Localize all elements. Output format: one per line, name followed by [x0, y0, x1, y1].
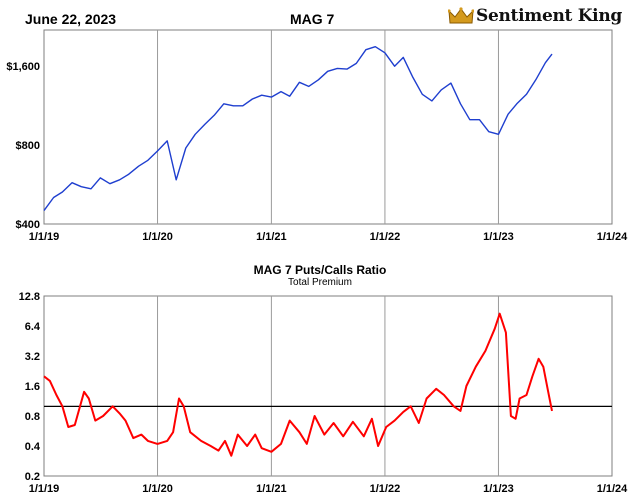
x-tick-label: 1/1/23	[483, 231, 514, 243]
y-tick-label: $800	[16, 140, 40, 152]
x-tick-label: 1/1/22	[370, 483, 401, 495]
ratio-chart-subtitle: Total Premium	[288, 277, 352, 288]
y-tick-label: 6.4	[25, 321, 41, 333]
y-tick-label: 0.8	[25, 411, 40, 423]
x-tick-label: 1/1/20	[142, 231, 173, 243]
chart-date: June 22, 2023	[25, 11, 117, 27]
price-chart-title: MAG 7	[290, 11, 335, 27]
brand-name: Sentiment King	[476, 6, 622, 26]
series-line	[43, 46, 553, 212]
x-tick-label: 1/1/21	[256, 483, 287, 495]
price-chart: 1/1/19 1/1/20 1/1/21 1/1/22 1/1/23 1/1/24 $400…	[6, 29, 628, 243]
crown-icon	[448, 7, 474, 24]
ratio-chart-title: MAG 7 Puts/Calls Ratio	[253, 263, 387, 277]
x-tick-label: 1/1/24	[597, 483, 628, 495]
y-tick-label: 3.2	[25, 351, 40, 363]
x-tick-label: 1/1/19	[29, 483, 60, 495]
y-tick-label: 1.6	[25, 381, 40, 393]
y-tick-label: $400	[16, 219, 40, 231]
x-tick-label: 1/1/19	[29, 231, 60, 243]
x-tick-label: 1/1/20	[142, 483, 173, 495]
brand-logo: Sentiment King	[448, 4, 622, 28]
series-line	[43, 312, 553, 457]
y-tick-label: 0.4	[25, 441, 41, 453]
x-tick-label: 1/1/23	[483, 483, 514, 495]
x-tick-label: 1/1/22	[370, 231, 401, 243]
y-tick-label: 12.8	[19, 291, 40, 303]
x-tick-label: 1/1/24	[597, 231, 628, 243]
y-tick-label: 0.2	[25, 471, 40, 483]
plot-area	[43, 295, 613, 477]
x-tick-label: 1/1/21	[256, 231, 287, 243]
plot-area	[43, 29, 613, 225]
y-tick-label: $1,600	[6, 61, 40, 73]
